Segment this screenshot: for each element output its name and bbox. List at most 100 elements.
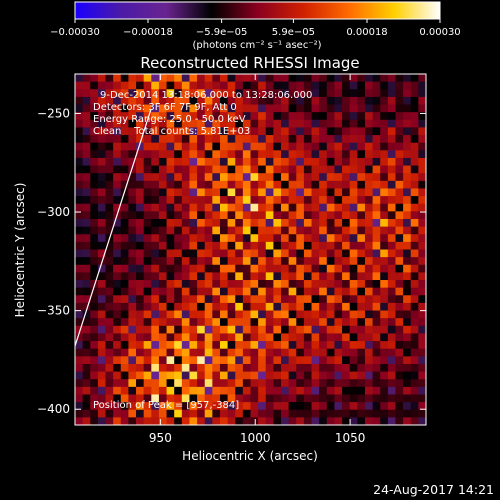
heatmap-cell — [136, 241, 145, 250]
heatmap-cell — [403, 318, 412, 327]
heatmap-cell — [395, 226, 404, 235]
heatmap-cell — [387, 386, 396, 395]
heatmap-cell — [319, 119, 328, 128]
heatmap-cell — [265, 318, 274, 327]
heatmap-cell — [357, 394, 366, 403]
heatmap-cell — [380, 150, 389, 159]
heatmap-cell — [288, 356, 297, 365]
heatmap-cell — [357, 173, 366, 182]
heatmap-cell — [288, 142, 297, 151]
heatmap-cell — [342, 302, 351, 311]
heatmap-cell — [403, 333, 412, 342]
heatmap-cell — [227, 241, 236, 250]
heatmap-cell — [128, 241, 137, 250]
heatmap-cell — [342, 127, 351, 136]
heatmap-cell — [357, 280, 366, 289]
heatmap-cell — [136, 371, 145, 380]
heatmap-cell — [303, 119, 312, 128]
heatmap-cell — [75, 104, 84, 113]
heatmap-cell — [288, 96, 297, 105]
heatmap-cell — [113, 142, 122, 151]
heatmap-cell — [242, 379, 251, 388]
heatmap-cell — [357, 157, 366, 166]
heatmap-cell — [403, 234, 412, 243]
heatmap-cell — [174, 371, 183, 380]
heatmap-cell — [242, 112, 251, 121]
heatmap-cell — [288, 280, 297, 289]
heatmap-cell — [128, 211, 137, 220]
heatmap-cell — [227, 142, 236, 151]
heatmap-cell — [242, 310, 251, 319]
heatmap-cell — [174, 310, 183, 319]
heatmap-cell — [273, 287, 282, 296]
heatmap-cell — [75, 371, 84, 380]
heatmap-cell — [410, 203, 419, 212]
heatmap-cell — [364, 157, 373, 166]
heatmap-cell — [364, 341, 373, 350]
heatmap-cell — [395, 127, 404, 136]
heatmap-cell — [273, 257, 282, 266]
heatmap-cell — [326, 188, 335, 197]
heatmap-cell — [166, 104, 175, 113]
heatmap-cell — [120, 302, 129, 311]
heatmap-cell — [311, 402, 320, 411]
heatmap-cell — [143, 363, 152, 372]
heatmap-cell — [189, 333, 198, 342]
heatmap-cell — [113, 310, 122, 319]
heatmap-cell — [136, 81, 145, 90]
heatmap-cell — [349, 196, 358, 205]
heatmap-cell — [151, 394, 160, 403]
heatmap-cell — [357, 127, 366, 136]
heatmap-cell — [235, 417, 244, 425]
heatmap-cell — [90, 341, 99, 350]
heatmap-cell — [105, 325, 114, 334]
heatmap-cell — [319, 402, 328, 411]
heatmap-cell — [418, 165, 426, 174]
heatmap-cell — [212, 165, 221, 174]
heatmap-cell — [250, 264, 259, 273]
heatmap-cell — [136, 165, 145, 174]
heatmap-cell — [311, 157, 320, 166]
heatmap-cell — [349, 325, 358, 334]
heatmap-cell — [357, 257, 366, 266]
heatmap-cell — [227, 402, 236, 411]
heatmap-cell — [227, 394, 236, 403]
heatmap-cell — [174, 295, 183, 304]
heatmap-cell — [311, 96, 320, 105]
heatmap-cell — [227, 173, 236, 182]
heatmap-cell — [410, 135, 419, 144]
heatmap-cell — [97, 386, 106, 395]
heatmap-cell — [219, 203, 229, 212]
heatmap-cell — [197, 333, 206, 342]
heatmap-cell — [387, 249, 396, 258]
heatmap-cell — [410, 409, 419, 418]
heatmap-cell — [288, 264, 297, 273]
heatmap-cell — [197, 203, 206, 212]
heatmap-cell — [387, 280, 396, 289]
chart-title: Reconstructed RHESSI Image — [140, 54, 359, 72]
heatmap-cell — [334, 409, 343, 418]
heatmap-cell — [281, 180, 290, 189]
heatmap-cell — [403, 142, 412, 151]
heatmap-cell — [334, 325, 343, 334]
heatmap-cell — [342, 81, 351, 90]
heatmap-cell — [151, 112, 160, 121]
heatmap-cell — [349, 173, 358, 182]
heatmap-cell — [311, 234, 320, 243]
heatmap-cells — [75, 74, 426, 425]
heatmap-cell — [319, 234, 328, 243]
heatmap-cell — [334, 386, 343, 395]
heatmap-cell — [296, 257, 305, 266]
heatmap-cell — [357, 234, 366, 243]
heatmap-cell — [288, 157, 297, 166]
heatmap-cell — [364, 379, 373, 388]
heatmap-cell — [120, 234, 129, 243]
heatmap-cell — [273, 203, 282, 212]
heatmap-cell — [90, 135, 99, 144]
heatmap-cell — [136, 394, 145, 403]
heatmap-cell — [334, 356, 343, 365]
heatmap-cell — [273, 188, 282, 197]
heatmap-cell — [136, 264, 145, 273]
heatmap-cell — [151, 302, 160, 311]
heatmap-cell — [97, 211, 106, 220]
